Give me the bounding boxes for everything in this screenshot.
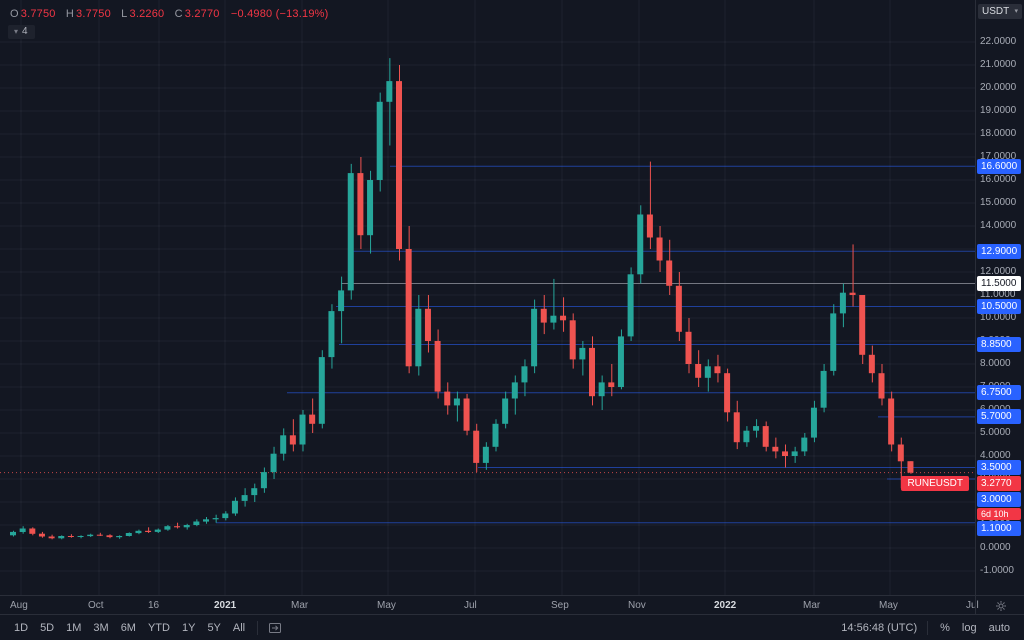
time-tick-label: Mar (803, 600, 821, 611)
price-level-badge[interactable]: 10.5000 (977, 299, 1021, 314)
clock-utc[interactable]: 14:56:48 (UTC) (841, 621, 918, 634)
go-to-date-button[interactable] (264, 619, 286, 637)
axis-corner (975, 595, 1024, 615)
time-tick-label: Jul (966, 600, 979, 611)
go-to-date-icon (269, 622, 282, 633)
price-tick-label: -1.0000 (980, 565, 1014, 576)
time-tick-label: Oct (88, 600, 104, 611)
price-tick-label: 5.0000 (980, 427, 1011, 438)
chart-canvas[interactable] (0, 0, 978, 595)
ohlc-open-key: O (10, 8, 19, 20)
price-tick-label: 16.0000 (980, 174, 1017, 185)
time-tick-label: May (879, 600, 898, 611)
ohlc-low-key: L (121, 8, 128, 20)
ohlc-close-key: C (174, 8, 183, 20)
time-tick-label: May (377, 600, 396, 611)
price-level-badge[interactable]: 16.6000 (977, 158, 1021, 174)
range-button-3m[interactable]: 3M (87, 619, 114, 637)
toolbar-divider (927, 620, 929, 635)
ohlc-open-value: 3.7750 (20, 8, 56, 20)
price-level-badge[interactable]: 5.7000 (977, 409, 1021, 425)
price-axis[interactable]: USDT ▾ 22.0000 21.0000 20.0000 19.0000 18.00… (975, 0, 1024, 595)
range-button-all[interactable]: All (227, 619, 251, 637)
range-button-1m[interactable]: 1M (60, 619, 87, 637)
price-tick-label: 11.0000 (980, 289, 1016, 300)
current-price-badge[interactable]: 3.2770 (977, 476, 1021, 491)
time-tick-label: Aug (10, 600, 28, 611)
price-level-badge[interactable]: 1.1000 (977, 521, 1021, 536)
legend-collapse-chip[interactable]: ▾ 4 (8, 25, 35, 39)
ohlc-close-value: 3.2770 (184, 8, 220, 20)
price-tick-label: 0.0000 (980, 542, 1011, 553)
grid (0, 0, 978, 595)
range-button-1y[interactable]: 1Y (176, 619, 201, 637)
time-tick-label: Sep (551, 600, 569, 611)
time-tick-label: Jul (464, 600, 477, 611)
legend-count: 4 (22, 26, 28, 37)
price-tick-label: 12.0000 (980, 266, 1017, 277)
price-tick-label: 21.0000 (980, 59, 1017, 70)
ohlc-low-value: 3.2260 (129, 8, 165, 20)
ohlc-high-value: 3.7750 (76, 8, 111, 20)
range-button-ytd[interactable]: YTD (142, 619, 176, 637)
ohlc-legend: O 3.7750 H 3.7750 L 3.2260 C 3.2770 −0.4980 … (10, 8, 329, 20)
range-button-5d[interactable]: 5D (34, 619, 60, 637)
ohlc-high-key: H (65, 8, 75, 20)
price-tick-label: 8.0000 (980, 358, 1011, 369)
bottom-toolbar: 1D 5D 1M 3M 6M YTD 1Y 5Y All 14:56:48 (U… (0, 614, 1024, 640)
time-tick-label: 2022 (714, 600, 737, 611)
time-tick-label: 16 (148, 600, 160, 611)
price-level-badge[interactable]: 8.8500 (977, 336, 1021, 352)
ohlc-change: −0.4980 (−13.19%) (230, 8, 329, 20)
price-level-badge[interactable]: 6.7500 (977, 385, 1021, 401)
chevron-down-icon: ▾ (14, 27, 19, 36)
gear-icon[interactable] (995, 600, 1007, 612)
time-tick-label: Nov (628, 600, 646, 611)
price-tick-label: 10.0000 (980, 312, 1017, 323)
price-tick-label: 18.0000 (980, 128, 1017, 139)
candlesticks (10, 58, 914, 540)
price-level-badge[interactable]: 3.0000 (977, 492, 1021, 507)
time-tick-label: Mar (291, 600, 309, 611)
price-tick-label: 4.0000 (980, 450, 1011, 461)
range-button-6m[interactable]: 6M (115, 619, 142, 637)
price-level-badge[interactable]: 12.9000 (977, 243, 1021, 259)
range-button-1d[interactable]: 1D (8, 619, 34, 637)
currency-label: USDT (982, 6, 1010, 17)
toolbar-divider (257, 620, 259, 635)
price-tick-label: 15.0000 (980, 197, 1017, 208)
chevron-down-icon: ▾ (1014, 8, 1018, 15)
auto-scale-button[interactable]: auto (983, 619, 1016, 637)
price-tick-label: 22.0000 (980, 36, 1017, 47)
time-axis[interactable]: Aug Oct 16 2021 Mar May Jul Sep Nov 2022 Mar May Jul (0, 595, 979, 615)
log-scale-button[interactable]: log (956, 619, 983, 637)
price-tick-label: 20.0000 (980, 82, 1017, 93)
toolbar-right-group: 14:56:48 (UTC) % log auto (837, 619, 1016, 637)
range-button-5y[interactable]: 5Y (201, 619, 226, 637)
price-level-badge[interactable]: 3.5000 (977, 460, 1021, 475)
time-tick-label: 2021 (214, 600, 237, 611)
currency-selector[interactable]: USDT ▾ (978, 4, 1022, 19)
price-tick-label: 14.0000 (980, 220, 1017, 231)
symbol-price-label[interactable]: RUNEUSDT (901, 476, 969, 491)
price-tick-label: 17.0000 (980, 151, 1017, 162)
price-level-lines (0, 165, 975, 524)
bar-countdown-badge[interactable]: 6d 10h (977, 508, 1021, 520)
price-tick-label: 19.0000 (980, 105, 1017, 116)
percent-scale-button[interactable]: % (934, 619, 956, 637)
price-level-badge[interactable]: 11.5000 (977, 276, 1021, 291)
